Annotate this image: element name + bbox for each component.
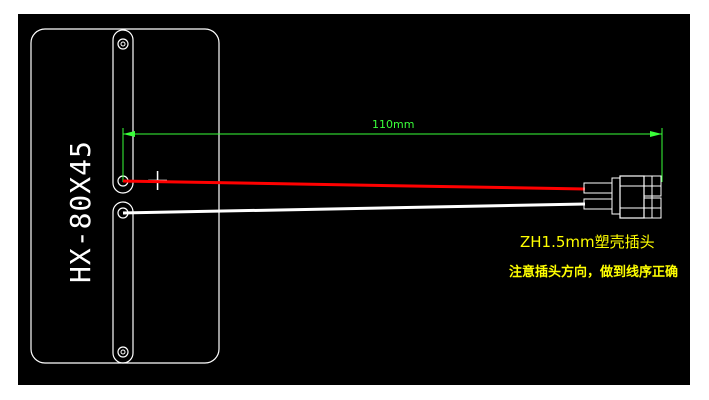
canvas-background bbox=[18, 14, 690, 385]
lower-mounting-slot bbox=[112, 201, 134, 364]
lower-mounting-hole-icon bbox=[117, 346, 129, 358]
dimension-110mm: 110mm bbox=[122, 118, 663, 182]
dimension-label: 110mm bbox=[372, 118, 414, 131]
white-wire bbox=[122, 202, 586, 215]
dimension-arrow-right-icon bbox=[650, 131, 662, 137]
heater-model-label: HX-80X45 bbox=[64, 140, 97, 283]
zh1-5-connector-drawing bbox=[583, 175, 662, 219]
connector-orientation-note: 注意插头方向，做到线序正确 bbox=[509, 264, 678, 280]
red-wire bbox=[122, 179, 586, 191]
upper-mounting-hole-icon bbox=[117, 38, 129, 50]
dimension-arrow-left-icon bbox=[123, 131, 135, 137]
connector-type-label: ZH1.5mm塑壳插头 bbox=[520, 233, 655, 251]
